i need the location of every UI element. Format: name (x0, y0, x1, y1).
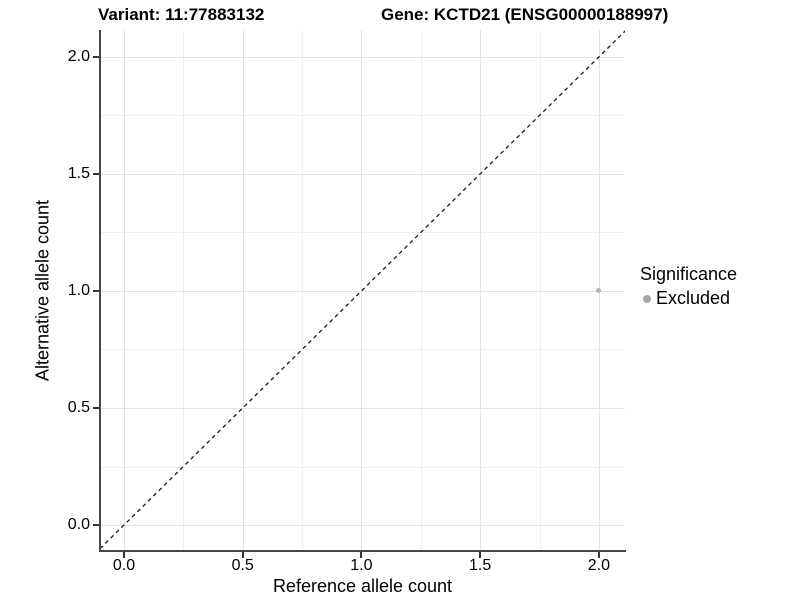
y-tick-label: 1.5 (67, 164, 90, 182)
plot-title-variant: Variant: 11:77883132 (98, 5, 265, 24)
grid-minor-horizontal (100, 115, 625, 117)
grid-major-vertical (242, 30, 244, 551)
y-axis-line (99, 30, 101, 552)
x-tick-mark (479, 552, 482, 558)
legend-item-label: Excluded (656, 288, 731, 308)
y-tick-mark (93, 524, 99, 527)
y-tick-label: 2.0 (67, 47, 90, 65)
x-tick-mark (597, 552, 600, 558)
grid-minor-vertical (302, 30, 304, 551)
x-tick-mark (360, 552, 363, 558)
y-tick-mark (93, 172, 99, 175)
identity-line (100, 30, 625, 550)
grid-major-horizontal (100, 525, 625, 527)
x-axis-line (99, 550, 626, 552)
grid-minor-horizontal (100, 232, 625, 234)
grid-major-vertical (123, 30, 125, 551)
x-tick-label: 0.5 (231, 557, 254, 574)
legend-title: Significance (640, 264, 738, 284)
grid-major-vertical (480, 30, 482, 551)
grid-minor-vertical (420, 30, 422, 551)
legend-point-swatch (643, 294, 651, 303)
x-axis-title: Reference allele count (272, 576, 453, 596)
y-tick-mark (93, 406, 99, 409)
y-tick-label: 1.0 (67, 281, 90, 299)
x-tick-mark (241, 552, 244, 558)
grid-major-horizontal (100, 56, 625, 58)
y-tick-label: 0.0 (67, 516, 90, 534)
x-tick-label: 1.5 (469, 557, 492, 574)
plot-panel (100, 30, 625, 551)
grid-major-horizontal (100, 290, 625, 292)
legend-item-excluded: Excluded (640, 288, 737, 309)
y-tick-mark (93, 55, 99, 58)
y-tick-label: 0.5 (67, 398, 90, 416)
grid-minor-vertical (183, 30, 185, 551)
x-tick-label: 2.0 (587, 557, 610, 574)
data-point (596, 288, 602, 294)
x-tick-mark (122, 552, 125, 558)
grid-major-horizontal (100, 407, 625, 409)
x-tick-label: 1.0 (350, 557, 373, 574)
grid-major-horizontal (100, 173, 625, 175)
grid-minor-horizontal (100, 466, 625, 468)
y-tick-mark (93, 289, 99, 292)
grid-minor-vertical (539, 30, 541, 551)
plot-title-gene: Gene: KCTD21 (ENSG00000188997) (381, 5, 669, 24)
grid-minor-horizontal (100, 349, 625, 351)
x-tick-label: 0.0 (112, 557, 136, 574)
legend: Significance Excluded (640, 264, 737, 309)
